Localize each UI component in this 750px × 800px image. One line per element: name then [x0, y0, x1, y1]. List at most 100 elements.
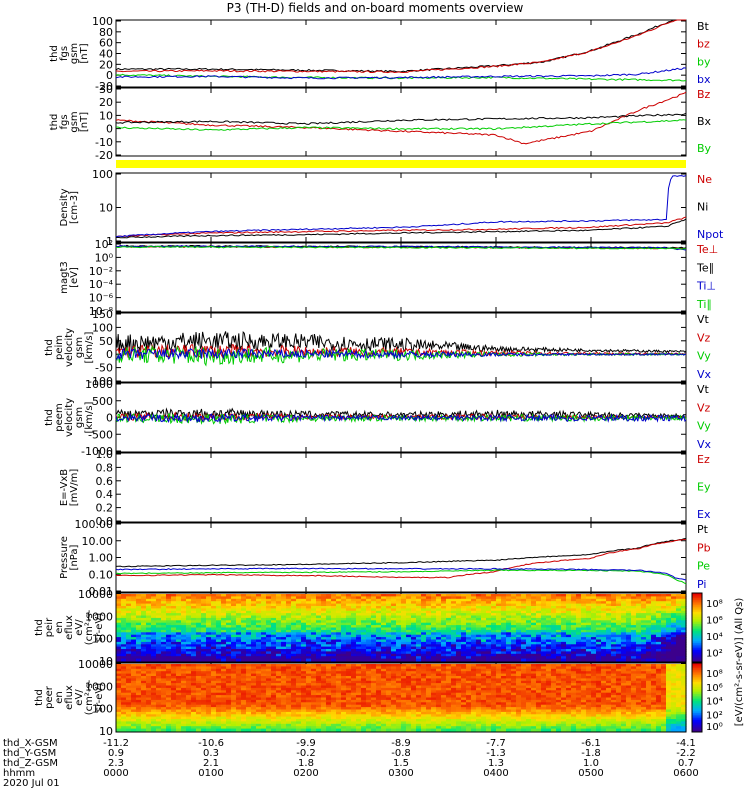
- heatmap-cell: [151, 634, 157, 638]
- heatmap-cell: [586, 617, 592, 621]
- heatmap-cell: [406, 622, 412, 626]
- heatmap-cell: [126, 613, 132, 617]
- heatmap-cell: [601, 603, 607, 607]
- heatmap-cell: [361, 676, 367, 679]
- heatmap-cell: [421, 594, 427, 597]
- heatmap-cell: [156, 625, 162, 629]
- heatmap-cell: [156, 728, 162, 732]
- heatmap-cell: [121, 608, 127, 612]
- heatmap-cell: [171, 721, 177, 725]
- heatmap-cell: [381, 632, 387, 636]
- heatmap-cell: [351, 613, 357, 617]
- heatmap-cell: [186, 726, 192, 730]
- heatmap-cell: [186, 687, 192, 691]
- y-axis-label: E=-VxB: [59, 469, 70, 506]
- heatmap-cell: [131, 658, 137, 662]
- heatmap-cell: [491, 651, 497, 655]
- heatmap-cell: [526, 603, 532, 607]
- heatmap-cell: [301, 639, 307, 643]
- heatmap-cell: [296, 627, 302, 631]
- heatmap-cell: [386, 656, 392, 660]
- heatmap-cell: [441, 639, 447, 643]
- heatmap-cell: [206, 641, 212, 645]
- heatmap-cell: [411, 622, 417, 626]
- heatmap-cell: [171, 671, 177, 675]
- heatmap-cell: [231, 606, 237, 609]
- heatmap-cell: [446, 598, 452, 602]
- heatmap-cell: [196, 711, 202, 715]
- heatmap-cell: [201, 676, 207, 679]
- y-tick-label: 0.8: [96, 461, 114, 474]
- heatmap-cell: [321, 644, 327, 648]
- heatmap-cell: [206, 714, 212, 718]
- heatmap-cell: [201, 671, 207, 675]
- heatmap-cell: [461, 610, 467, 614]
- heatmap-cell: [281, 683, 287, 687]
- heatmap-cell: [171, 646, 177, 650]
- heatmap-cell: [626, 620, 632, 624]
- heatmap-cell: [361, 656, 367, 660]
- heatmap-cell: [281, 644, 287, 648]
- heatmap-cell: [611, 603, 617, 607]
- heatmap-cell: [566, 641, 572, 645]
- heatmap-cell: [206, 668, 212, 672]
- heatmap-cell: [621, 608, 627, 612]
- heatmap-cell: [271, 632, 277, 636]
- heatmap-cell: [401, 608, 407, 612]
- heatmap-cell: [351, 671, 357, 675]
- heatmap-cell: [561, 610, 567, 614]
- heatmap-cell: [181, 707, 187, 711]
- heatmap-cell: [421, 632, 427, 636]
- heatmap-cell: [191, 644, 197, 648]
- heatmap-cell: [371, 632, 377, 636]
- heatmap-cell: [381, 656, 387, 660]
- heatmap-cell: [336, 690, 342, 694]
- heatmap-cell: [591, 656, 597, 660]
- heatmap-cell: [596, 601, 602, 605]
- heatmap-cell: [216, 716, 222, 720]
- heatmap-cell: [506, 594, 512, 597]
- heatmap-cell: [146, 671, 152, 675]
- heatmap-cell: [236, 610, 242, 614]
- heatmap-cell: [391, 603, 397, 607]
- heatmap-cell: [396, 637, 402, 641]
- heatmap-cell: [161, 658, 167, 662]
- heatmap-cell: [596, 651, 602, 655]
- heatmap-cell: [166, 641, 172, 645]
- heatmap-cell: [276, 707, 282, 711]
- heatmap-cell: [201, 683, 207, 687]
- heatmap-cell: [421, 610, 427, 614]
- heatmap-cell: [226, 711, 232, 715]
- heatmap-cell: [116, 666, 122, 670]
- heatmap-cell: [301, 629, 307, 633]
- heatmap-cell: [481, 629, 487, 633]
- heatmap-cell: [231, 625, 237, 629]
- heatmap-cell: [556, 644, 562, 648]
- heatmap-cell: [451, 637, 457, 641]
- heatmap-cell: [321, 601, 327, 605]
- heatmap-cell: [236, 649, 242, 652]
- heatmap-cell: [471, 601, 477, 605]
- heatmap-cell: [396, 601, 402, 605]
- heatmap-cell: [491, 598, 497, 602]
- heatmap-cell: [641, 608, 647, 612]
- heatmap-cell: [211, 723, 217, 727]
- heatmap-cell: [661, 649, 667, 652]
- heatmap-cell: [336, 598, 342, 602]
- y-tick-label: 150: [92, 308, 113, 321]
- heatmap-cell: [216, 632, 222, 636]
- heatmap-cell: [526, 594, 532, 597]
- heatmap-cell: [531, 627, 537, 631]
- heatmap-cell: [156, 656, 162, 660]
- heatmap-cell: [246, 711, 252, 715]
- heatmap-cell: [446, 632, 452, 636]
- heatmap-cell: [176, 651, 182, 655]
- heatmap-cell: [441, 617, 447, 621]
- heatmap-cell: [676, 596, 682, 600]
- heatmap-cell: [521, 625, 527, 629]
- heatmap-cell: [421, 646, 427, 650]
- heatmap-cell: [676, 634, 682, 638]
- heatmap-cell: [371, 644, 377, 648]
- heatmap-cell: [296, 668, 302, 672]
- heatmap-cell: [216, 711, 222, 715]
